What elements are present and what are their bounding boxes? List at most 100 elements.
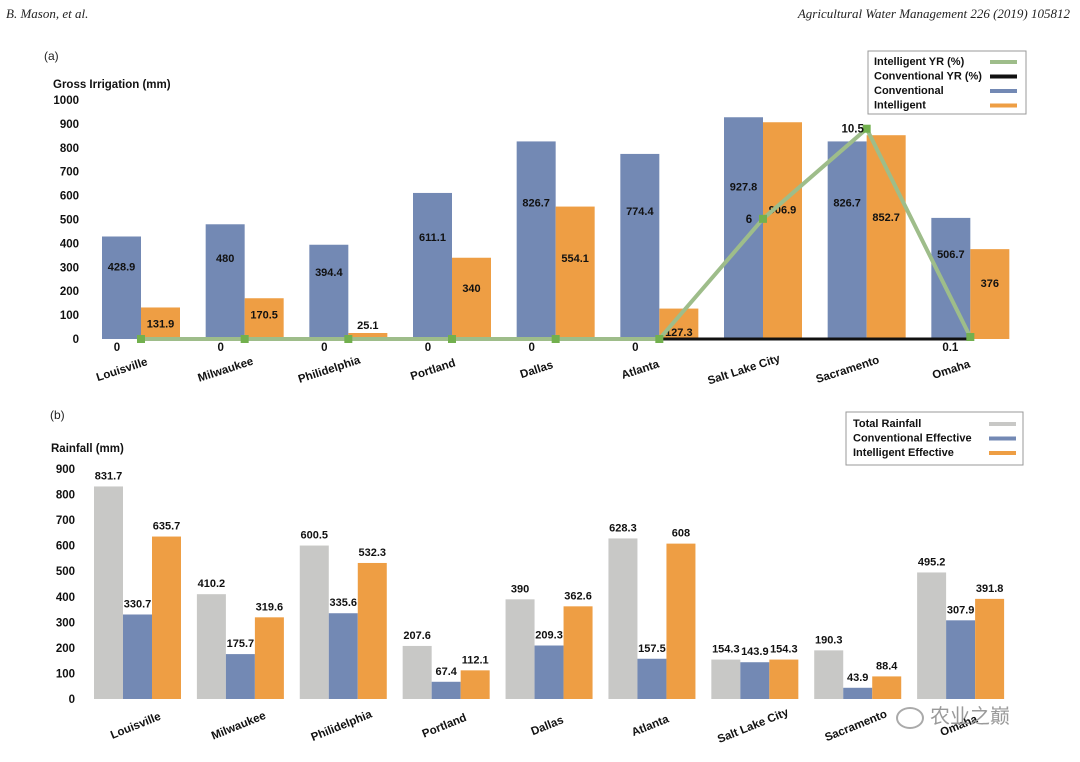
wechat-icon [896, 706, 924, 729]
bar-total-rainfall-milwaukee [196, 594, 226, 699]
line-marker [966, 332, 975, 341]
bar-value-label: 927.8 [730, 181, 758, 193]
panel-b-label: (b) [50, 408, 65, 422]
legend-swatch-total-rainfall [989, 422, 1016, 426]
line-value-label: 0 [528, 342, 534, 354]
bar-value-label: 495.2 [918, 556, 946, 568]
bar-value-label: 774.4 [626, 206, 654, 218]
line-value-label: 0.1 [942, 342, 959, 354]
bar-conventional-omaha [931, 217, 971, 339]
panel-b-y-ticks: 0 100 200 300 400 500 600 700 800 900 [56, 464, 75, 706]
bar-value-label: 600.5 [301, 530, 329, 542]
y-tick-label: 800 [56, 490, 75, 502]
category-label-dallas: Dallas [519, 359, 555, 381]
legend-swatch-intelligent-effective [989, 451, 1016, 455]
bar-intelligent-effective-omaha [975, 598, 1005, 699]
watermark: 农业之巅 [896, 700, 1010, 729]
bar-total-rainfall-sacramento [814, 650, 844, 699]
panel-a-bars: 428.9 131.9 480 170.5 394.4 25.1 611.1 340 826.7… [102, 117, 1010, 339]
bar-value-label: 127.3 [665, 327, 693, 339]
bar-value-label: 112.1 [462, 654, 489, 666]
line-marker [137, 335, 145, 343]
bar-value-label: 376 [981, 278, 999, 290]
bar-value-label: 554.1 [561, 253, 589, 265]
panel-b-chart: (b) Rainfall (mm) 0 100 200 300 400 500 600 700… [50, 408, 1024, 746]
y-tick-label: 800 [60, 143, 79, 155]
bar-conventional-louisville [102, 236, 141, 339]
category-label-omaha: Omaha [931, 358, 972, 382]
y-tick-label: 500 [56, 566, 75, 578]
bar-intelligent-effective-philidelphia [357, 562, 387, 699]
category-label-salt-lake-city: Salt Lake City [716, 706, 791, 746]
panel-b-bars: 831.7 330.7 635.7 410.2 175.7 319.6 600.5 335.6… [94, 470, 1005, 699]
bar-value-label: 390 [511, 583, 529, 595]
line-marker [344, 335, 353, 343]
legend-swatch-conventional-yr [990, 74, 1017, 79]
bar-total-rainfall-salt-lake-city [711, 659, 741, 699]
legend-label-conventional: Conventional [874, 85, 944, 97]
panel-a-lines: 0 0 0 0 0 0 6 10.5 0.1 [114, 124, 975, 354]
bar-conventional-milwaukee [205, 224, 245, 339]
bar-value-label: 826.7 [833, 198, 861, 210]
bar-conventional-portland [413, 192, 452, 339]
panel-a-y-axis-title: Gross Irrigation (mm) [53, 79, 171, 91]
legend-label-conventional-effective: Conventional Effective [853, 433, 972, 445]
y-tick-label: 200 [60, 286, 79, 298]
bar-value-label: 175.7 [227, 638, 255, 650]
category-label-milwaukee: Milwaukee [197, 356, 255, 385]
y-tick-label: 200 [56, 643, 75, 655]
panel-b-y-axis-title: Rainfall (mm) [51, 443, 124, 455]
line-value-label: 10.5 [841, 124, 864, 136]
legend-label-total-rainfall: Total Rainfall [853, 418, 921, 430]
legend-label-intelligent: Intelligent [874, 100, 926, 112]
bar-intelligent-omaha [970, 249, 1010, 339]
category-label-milwaukee: Milwaukee [210, 710, 268, 743]
bar-intelligent-milwaukee [244, 298, 284, 339]
bar-intelligent-effective-portland [460, 670, 490, 699]
category-label-portland: Portland [409, 357, 457, 383]
y-tick-label: 0 [73, 334, 79, 346]
bar-intelligent-portland [452, 257, 491, 339]
line-marker [551, 335, 560, 343]
line-marker [240, 335, 249, 343]
bar-value-label: 170.5 [250, 309, 278, 321]
panel-a-chart: (a) Gross Irrigation (mm) 0 100 200 300 400 5… [44, 49, 1027, 388]
line-marker [448, 335, 456, 343]
bar-conventional-effective-sacramento [843, 687, 873, 699]
bar-value-label: 88.4 [876, 660, 898, 672]
y-tick-label: 400 [60, 238, 79, 250]
bar-value-label: 43.9 [847, 672, 868, 684]
bar-conventional-sacramento [827, 141, 867, 339]
bar-intelligent-effective-milwaukee [254, 617, 284, 699]
bar-total-rainfall-philidelphia [299, 545, 329, 699]
category-label-portland: Portland [421, 712, 469, 741]
y-tick-label: 300 [60, 262, 79, 274]
bar-conventional-effective-salt-lake-city [740, 662, 770, 699]
y-tick-label: 700 [60, 167, 79, 179]
bar-intelligent-effective-sacramento [872, 676, 902, 699]
bar-intelligent-salt-lake-city [763, 122, 802, 339]
line-value-label: 0 [632, 342, 638, 354]
bar-intelligent-louisville [141, 307, 180, 339]
bar-value-label: 506.7 [937, 249, 965, 261]
bar-value-label: 335.6 [330, 597, 358, 609]
panel-a-legend: Intelligent YR (%) Conventional YR (%) Con… [867, 50, 1027, 115]
bar-value-label: 157.5 [638, 643, 666, 655]
y-tick-label: 100 [60, 310, 79, 322]
journal-author-header: B. Mason, et al. [6, 6, 89, 21]
y-tick-label: 0 [69, 694, 75, 706]
bar-value-label: 207.6 [403, 630, 431, 642]
bar-conventional-effective-portland [431, 681, 461, 699]
bar-value-label: 428.9 [108, 261, 136, 273]
bar-value-label: 143.9 [741, 646, 769, 658]
bar-intelligent-effective-salt-lake-city [769, 659, 799, 699]
bar-intelligent-effective-dallas [563, 606, 593, 699]
bar-value-label: 532.3 [359, 547, 387, 559]
line-marker [862, 124, 871, 133]
y-tick-label: 400 [56, 592, 75, 604]
category-label-dallas: Dallas [529, 714, 565, 738]
bar-value-label: 480 [216, 253, 234, 265]
bar-conventional-effective-louisville [123, 614, 152, 699]
category-label-sacramento: Sacramento [815, 354, 881, 386]
